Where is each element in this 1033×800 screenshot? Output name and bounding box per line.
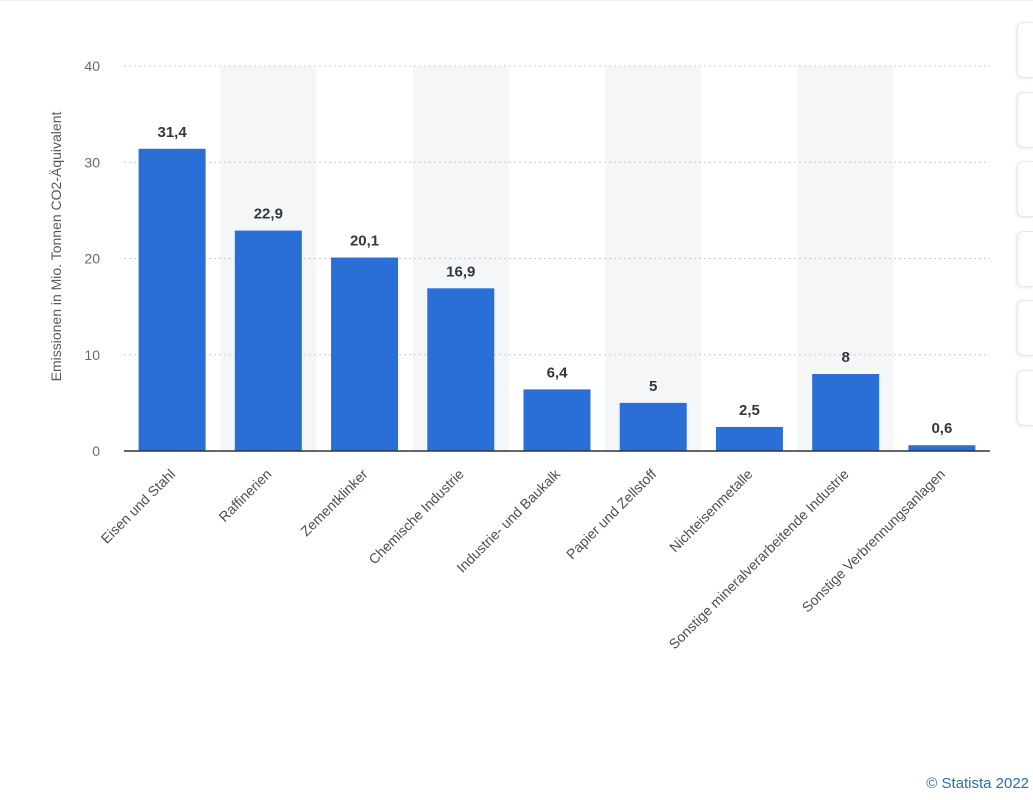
bar[interactable] <box>812 374 880 451</box>
bar-value-label: 6,4 <box>547 364 569 381</box>
bar-chart: 0 10 20 30 40 Emissionen in Mio. Tonnen CO2-Ä… <box>48 58 990 652</box>
bar-value-label: 16,9 <box>446 263 475 280</box>
bar-value-label: 31,4 <box>158 124 188 141</box>
bell-tab-button[interactable] <box>1017 91 1033 148</box>
x-tick-label: Chemische Industrie <box>365 466 467 568</box>
bar-value-label: 8 <box>841 349 849 366</box>
bar[interactable] <box>234 230 302 451</box>
info-tab-button[interactable] <box>1017 161 1033 217</box>
bar[interactable] <box>715 426 783 451</box>
bar-value-label: 0,6 <box>931 420 952 437</box>
y-tick-label: 20 <box>84 251 100 267</box>
bar-value-label: 2,5 <box>739 402 760 419</box>
y-axis-label: Emissionen in Mio. Tonnen CO2-Äquivalent <box>48 112 64 382</box>
y-tick-label: 30 <box>84 154 100 170</box>
bar-value-label: 5 <box>649 378 657 395</box>
x-tick-label: Nichteisenmetalle <box>666 466 756 556</box>
x-tick-label: Industrie- und Baukalk <box>453 465 564 576</box>
x-tick-label: Sonstige mineralverarbeitende Industrie <box>665 466 851 652</box>
bar[interactable] <box>908 445 976 451</box>
bar[interactable] <box>523 389 591 451</box>
y-tick-label: 0 <box>92 443 100 459</box>
bar[interactable] <box>427 288 495 451</box>
settings-tab-button[interactable] <box>1017 230 1033 287</box>
x-tick-label: Eisen und Stahl <box>98 466 179 547</box>
top-divider <box>0 0 1033 1</box>
x-tick-label: Raffinerien <box>215 466 274 525</box>
bar[interactable] <box>138 148 206 451</box>
bar[interactable] <box>331 257 399 451</box>
y-tick-label: 10 <box>84 347 100 363</box>
share-tab-button[interactable] <box>1017 300 1033 356</box>
bar-value-label: 20,1 <box>350 233 379 250</box>
x-tick-label: Zementklinker <box>297 466 371 540</box>
x-tick-label: Papier und Zellstoff <box>563 466 660 563</box>
star-tab-button[interactable] <box>1017 22 1033 78</box>
bar[interactable] <box>619 402 687 451</box>
y-tick-label: 40 <box>84 58 100 74</box>
statista-credit[interactable]: © Statista 2022 <box>926 775 1029 792</box>
print-tab-button[interactable] <box>1017 369 1033 426</box>
bar-value-label: 22,9 <box>254 206 283 223</box>
